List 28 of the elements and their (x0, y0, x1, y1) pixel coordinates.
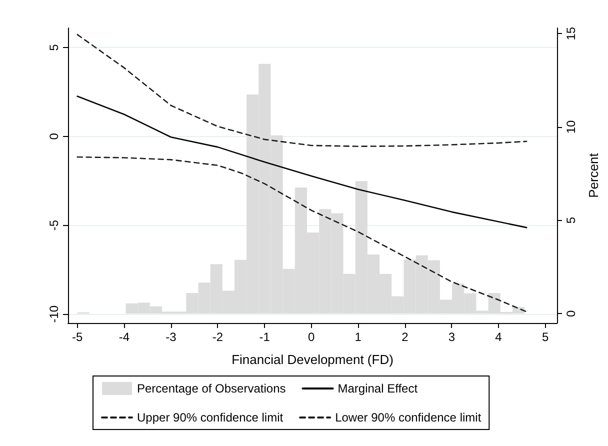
y-tick-label: 0 (47, 132, 61, 140)
y2-tick-label: 10 (564, 120, 578, 134)
x-tick-label: 1 (354, 330, 362, 344)
x-tick-label: 3 (448, 330, 456, 344)
line-series (76, 34, 528, 148)
x-tick-label: -5 (72, 330, 84, 344)
legend-label: Lower 90% confidence limit (335, 410, 482, 424)
y2-axis-title: Percent (586, 152, 601, 198)
y-tick-label: -5 (47, 220, 61, 231)
x-tick-label: -3 (166, 330, 177, 344)
x-tick-label: -4 (118, 330, 130, 344)
y2-tick-label: 5 (564, 216, 578, 224)
x-tick-label: 5 (542, 330, 549, 344)
line-series (76, 156, 528, 312)
y2-tick-label: 15 (564, 26, 578, 40)
x-tick-label: -2 (212, 330, 224, 344)
y-tick-label: 5 (47, 44, 61, 51)
y2-tick-label: 0 (564, 310, 578, 318)
legend-label: Marginal Effect (338, 382, 418, 396)
y-tick-label: -10 (47, 305, 61, 323)
x-tick-label: 4 (495, 330, 502, 344)
legend-label: Percentage of Observations (137, 382, 286, 396)
x-tick-label: -1 (259, 330, 270, 344)
line-series (76, 96, 528, 228)
legend-label: Upper 90% confidence limit (137, 410, 284, 424)
x-tick-label: 2 (402, 330, 409, 344)
x-tick-label: 0 (308, 330, 315, 344)
x-axis-title: Financial Development (FD) (232, 352, 394, 367)
